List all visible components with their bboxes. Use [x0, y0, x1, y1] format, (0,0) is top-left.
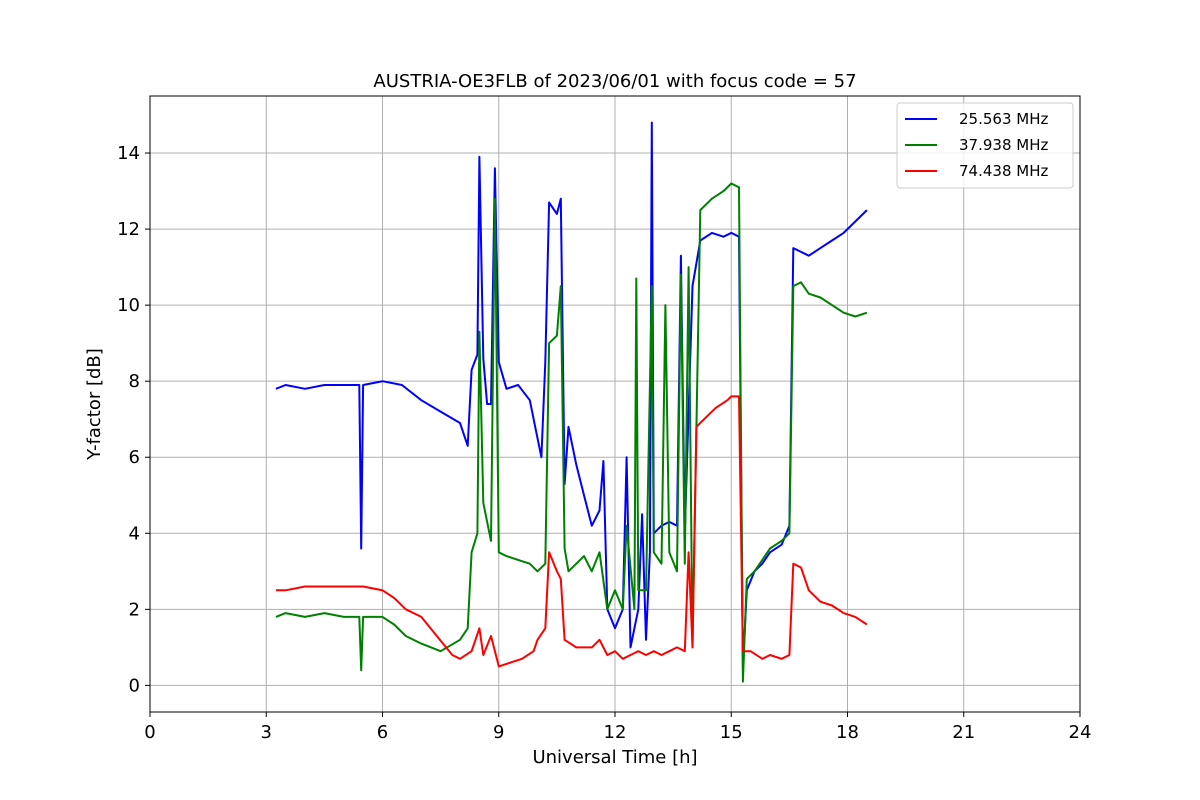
x-tick-label: 18 — [836, 722, 859, 743]
y-tick-label: 14 — [117, 143, 140, 164]
x-tick-label: 6 — [377, 722, 388, 743]
legend-box — [896, 102, 1074, 189]
y-tick-label: 6 — [129, 447, 140, 468]
x-tick-label: 21 — [952, 722, 975, 743]
x-axis-label: Universal Time [h] — [532, 747, 697, 768]
series-line-1 — [275, 121, 868, 668]
y-tick-label: 8 — [129, 371, 140, 392]
x-tick-label: 24 — [1069, 722, 1092, 743]
series-line-3 — [275, 395, 868, 668]
series-layer — [275, 121, 868, 683]
legend-label: 37.938 MHz — [959, 136, 1048, 154]
y-tick-label: 0 — [129, 675, 140, 696]
y-tick-label: 12 — [117, 219, 140, 240]
x-tick-label: 0 — [144, 722, 155, 743]
x-tick-label: 15 — [720, 722, 743, 743]
legend-label: 74.438 MHz — [959, 162, 1048, 180]
series-line-2 — [275, 182, 868, 683]
y-tick-label: 4 — [129, 523, 140, 544]
y-tick-label: 10 — [117, 295, 140, 316]
x-tick-label: 12 — [604, 722, 627, 743]
y-axis-label: Y-factor [dB] — [84, 348, 105, 461]
x-tick-label: 9 — [493, 722, 504, 743]
x-tick-label: 3 — [261, 722, 272, 743]
y-tick-label: 2 — [129, 599, 140, 620]
legend-label: 25.563 MHz — [959, 110, 1048, 128]
legend: 25.563 MHz 37.938 MHz 74.438 MHz — [896, 102, 1074, 189]
chart-title: AUSTRIA-OE3FLB of 2023/06/01 with focus … — [373, 71, 856, 92]
